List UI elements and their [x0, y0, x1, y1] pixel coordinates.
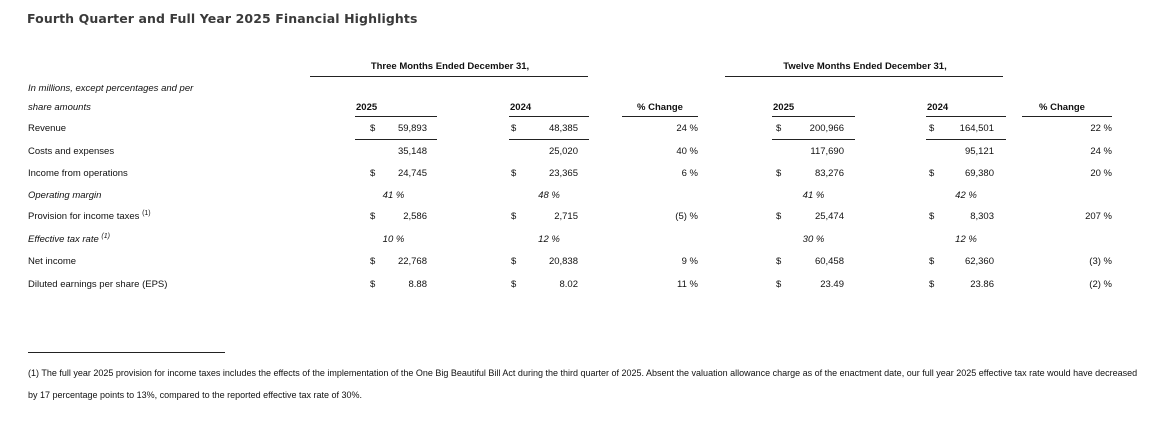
- subtotal-rule: [772, 139, 855, 140]
- value-q-2025: 59,893: [397, 123, 427, 134]
- value-y-2025: 200,966: [809, 123, 844, 134]
- currency-symbol: $: [776, 256, 782, 267]
- value-q-2025: 8.88: [408, 279, 428, 290]
- subtotal-rule: [926, 139, 1006, 140]
- value-y-change: 207 %: [1085, 211, 1112, 222]
- value-q-change: 24 %: [676, 123, 698, 134]
- footnote-ref: (1): [142, 210, 151, 217]
- col-q-2025: 2025: [356, 102, 378, 113]
- header-rule: [509, 116, 589, 117]
- row-label: Provision for income taxes (1): [28, 210, 151, 222]
- row-label: Effective tax rate (1): [28, 233, 110, 245]
- value-y-2024: 164,501: [959, 123, 994, 134]
- col-y-2024: 2024: [927, 102, 949, 113]
- currency-symbol: $: [370, 279, 376, 290]
- currency-symbol: $: [370, 123, 376, 134]
- value-q-2024: 48,385: [548, 123, 578, 134]
- units-note: In millions, except percentages and per: [28, 83, 194, 94]
- row-label: Net income: [28, 256, 77, 267]
- row-label: Income from operations: [28, 168, 128, 179]
- currency-symbol: $: [511, 279, 517, 290]
- value-q-2024: 23,365: [548, 168, 578, 179]
- value-q-change: 9 %: [681, 256, 698, 267]
- currency-symbol: $: [776, 168, 782, 179]
- footnote: (1) The full year 2025 provision for inc…: [28, 368, 1138, 400]
- value-y-change: (3) %: [1089, 256, 1112, 267]
- value-q-2025: 41 %: [382, 190, 405, 201]
- value-y-2024: 23.86: [970, 279, 994, 290]
- currency-symbol: $: [929, 123, 935, 134]
- currency-symbol: $: [776, 211, 782, 222]
- value-y-2024: 69,380: [964, 168, 994, 179]
- currency-symbol: $: [370, 256, 376, 267]
- header-rule: [926, 116, 1006, 117]
- value-y-2024: 62,360: [964, 256, 994, 267]
- value-y-2024: 12 %: [955, 234, 977, 245]
- row-label: Costs and expenses: [28, 146, 115, 157]
- three-months-rule: [310, 76, 588, 77]
- value-q-change: 6 %: [681, 168, 698, 179]
- value-q-2025: 35,148: [397, 146, 427, 157]
- page-title: Fourth Quarter and Full Year 2025 Financ…: [27, 11, 418, 26]
- value-y-change: 20 %: [1090, 168, 1112, 179]
- footnote-ref: (1): [101, 233, 110, 240]
- header-rule: [1022, 116, 1112, 117]
- twelve-months-rule: [725, 76, 1003, 77]
- currency-symbol: $: [511, 123, 517, 134]
- value-q-2025: 24,745: [397, 168, 427, 179]
- value-y-2025: 30 %: [802, 234, 825, 245]
- col-q-2024: 2024: [510, 102, 532, 113]
- value-y-2025: 23.49: [820, 279, 844, 290]
- value-q-2024: 25,020: [548, 146, 578, 157]
- subtotal-rule: [355, 139, 437, 140]
- value-q-2024: 20,838: [548, 256, 578, 267]
- currency-symbol: $: [776, 123, 782, 134]
- value-q-2025: 2,586: [403, 211, 427, 222]
- header-rule: [355, 116, 437, 117]
- row-label: Diluted earnings per share (EPS): [28, 279, 168, 290]
- col-y-change: % Change: [1039, 102, 1085, 113]
- value-y-2025: 117,690: [810, 146, 844, 157]
- value-y-2025: 25,474: [814, 211, 844, 222]
- twelve-months-header: Twelve Months Ended December 31,: [783, 61, 947, 72]
- col-y-2025: 2025: [773, 102, 795, 113]
- currency-symbol: $: [370, 211, 376, 222]
- col-q-change: % Change: [637, 102, 683, 113]
- value-q-2025: 10 %: [382, 234, 405, 245]
- value-q-change: (5) %: [675, 211, 698, 222]
- currency-symbol: $: [929, 168, 935, 179]
- footnote-rule: [28, 352, 225, 353]
- value-y-2024: 42 %: [955, 190, 977, 201]
- value-y-2025: 41 %: [802, 190, 825, 201]
- header-rule: [772, 116, 855, 117]
- row-label: Operating margin: [28, 190, 102, 201]
- value-q-2024: 48 %: [538, 190, 560, 201]
- value-y-2025: 60,458: [814, 256, 844, 267]
- value-q-change: 11 %: [677, 279, 698, 290]
- currency-symbol: $: [929, 211, 935, 222]
- value-y-change: 22 %: [1090, 123, 1112, 134]
- currency-symbol: $: [370, 168, 376, 179]
- three-months-header: Three Months Ended December 31,: [370, 61, 530, 72]
- row-label: Revenue: [28, 123, 67, 134]
- value-y-change: (2) %: [1089, 279, 1112, 290]
- value-q-2025: 22,768: [397, 256, 427, 267]
- currency-symbol: $: [776, 279, 782, 290]
- value-q-change: 40 %: [676, 146, 698, 157]
- currency-symbol: $: [929, 256, 935, 267]
- value-y-2024: 8,303: [970, 211, 994, 222]
- currency-symbol: $: [511, 256, 517, 267]
- value-y-2024: 95,121: [964, 146, 994, 157]
- value-q-2024: 2,715: [554, 211, 578, 222]
- subtotal-rule: [509, 139, 589, 140]
- currency-symbol: $: [929, 279, 935, 290]
- value-q-2024: 12 %: [538, 234, 560, 245]
- header-rule: [622, 116, 698, 117]
- value-q-2024: 8.02: [559, 279, 579, 290]
- currency-symbol: $: [511, 211, 517, 222]
- currency-symbol: $: [511, 168, 517, 179]
- value-y-change: 24 %: [1090, 146, 1112, 157]
- units-note-cont: share amounts: [28, 102, 91, 113]
- value-y-2025: 83,276: [814, 168, 844, 179]
